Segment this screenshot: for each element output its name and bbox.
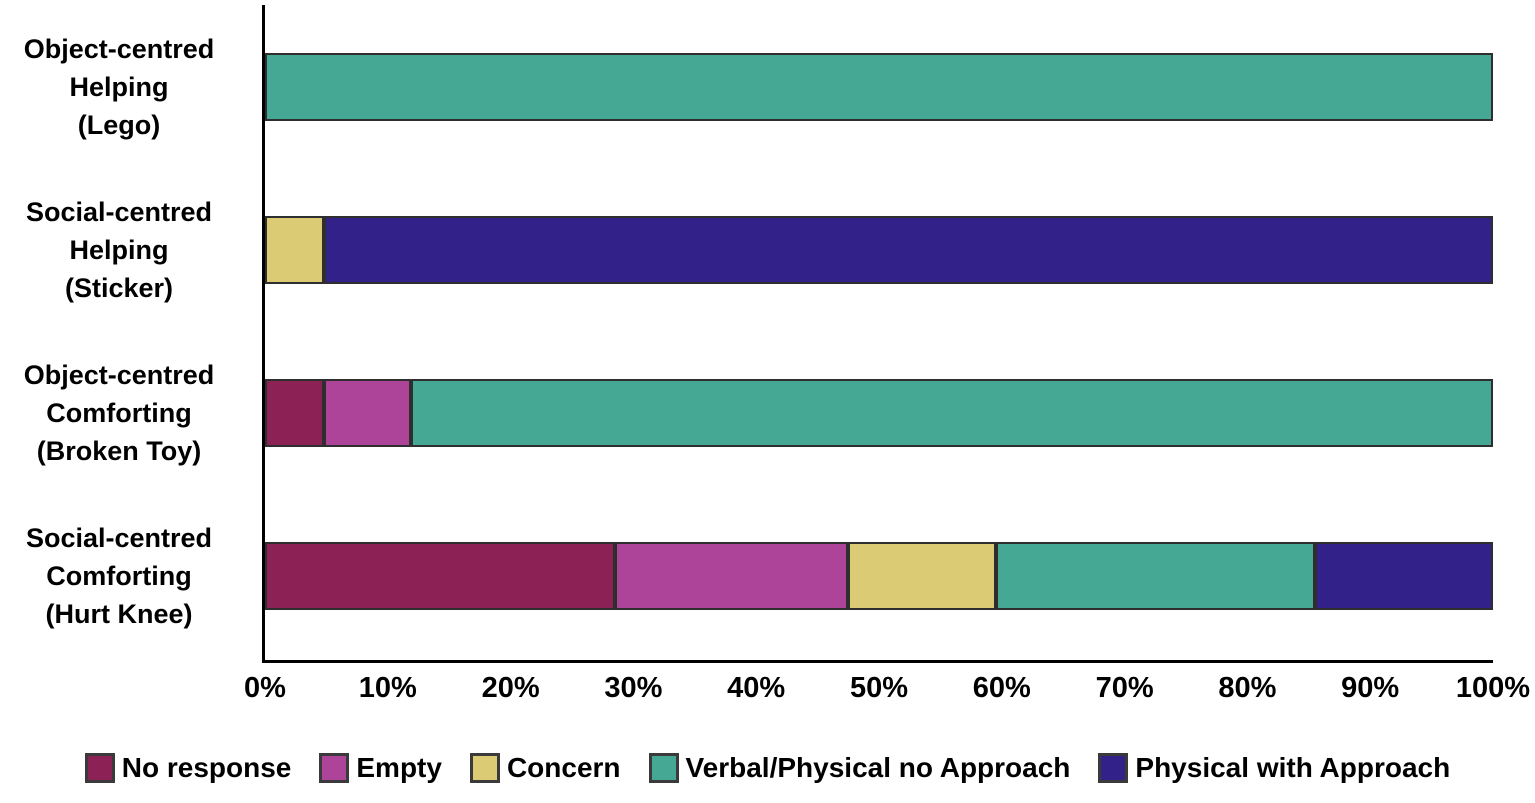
category-label-line: Object-centred <box>23 359 215 390</box>
category-label-line: (Lego) <box>77 109 161 140</box>
bar-row <box>265 331 1493 494</box>
category-label-line: Comforting <box>46 397 192 428</box>
x-tick-label: 50% <box>849 672 909 704</box>
legend-item: No response <box>84 752 292 784</box>
legend-item: Verbal/Physical no Approach <box>648 752 1071 784</box>
bar-segment <box>848 541 996 610</box>
legend-label: Verbal/Physical no Approach <box>685 752 1071 783</box>
x-tick-label: 20% <box>481 672 540 704</box>
category-label-line: (Hurt Knee) <box>45 598 193 629</box>
plot-area <box>262 5 1493 663</box>
category-label: Object-centred Comforting (Broken Toy) <box>0 356 238 470</box>
legend-label: Empty <box>356 752 442 783</box>
category-label-line: Social-centred <box>25 522 213 553</box>
legend-item: Empty <box>319 752 442 784</box>
stacked-bar <box>265 541 1493 610</box>
x-tick-label: 90% <box>1341 672 1400 704</box>
legend-swatch-icon <box>1098 753 1129 783</box>
chart-legend: No response Empty Concern Verbal/Physical n… <box>0 752 1535 784</box>
bar-row <box>265 5 1493 168</box>
bar-segment <box>265 541 615 610</box>
bar-segment <box>265 215 324 284</box>
category-label: Social-centred Helping (Sticker) <box>0 193 238 307</box>
x-tick-label: 10% <box>358 672 417 704</box>
x-tick-label: 0% <box>244 672 286 704</box>
category-label: Object-centred Helping (Lego) <box>0 30 238 144</box>
legend-item: Concern <box>469 752 621 784</box>
legend-label: Concern <box>506 752 621 783</box>
stacked-bar <box>265 215 1493 284</box>
bar-segment <box>1314 541 1493 610</box>
legend-swatch-icon <box>469 753 500 783</box>
category-label-line: Social-centred <box>25 196 213 227</box>
legend-label: No response <box>121 752 292 783</box>
x-tick-label: 100% <box>1455 672 1531 704</box>
bar-segment <box>411 378 1493 447</box>
legend-swatch-icon <box>319 753 350 783</box>
bar-segment <box>614 541 849 610</box>
stacked-bar <box>265 52 1493 121</box>
category-label-line: (Broken Toy) <box>36 435 202 466</box>
bar-row <box>265 168 1493 331</box>
x-tick-label: 60% <box>972 672 1031 704</box>
bar-segment <box>995 541 1315 610</box>
category-label-line: Object-centred <box>23 33 215 64</box>
x-tick-label: 30% <box>604 672 663 704</box>
bar-row <box>265 494 1493 657</box>
category-label-line: Helping <box>69 234 169 265</box>
category-label-line: (Sticker) <box>64 272 174 303</box>
stacked-bar <box>265 378 1493 447</box>
bar-segment <box>265 52 1493 121</box>
legend-label: Physical with Approach <box>1135 752 1451 783</box>
legend-swatch-icon <box>84 753 115 783</box>
bar-segment <box>265 378 324 447</box>
category-label-line: Comforting <box>46 560 192 591</box>
x-tick-label: 40% <box>727 672 786 704</box>
legend-swatch-icon <box>648 753 679 783</box>
category-label: Social-centred Comforting (Hurt Knee) <box>0 519 238 633</box>
x-tick-label: 80% <box>1218 672 1277 704</box>
legend-item: Physical with Approach <box>1098 752 1450 784</box>
bar-segment <box>323 215 1493 284</box>
x-tick-label: 70% <box>1095 672 1154 704</box>
category-label-line: Helping <box>69 71 169 102</box>
bar-segment <box>323 378 412 447</box>
